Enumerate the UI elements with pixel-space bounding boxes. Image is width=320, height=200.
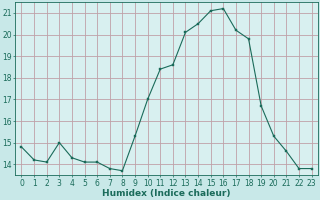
X-axis label: Humidex (Indice chaleur): Humidex (Indice chaleur) <box>102 189 231 198</box>
